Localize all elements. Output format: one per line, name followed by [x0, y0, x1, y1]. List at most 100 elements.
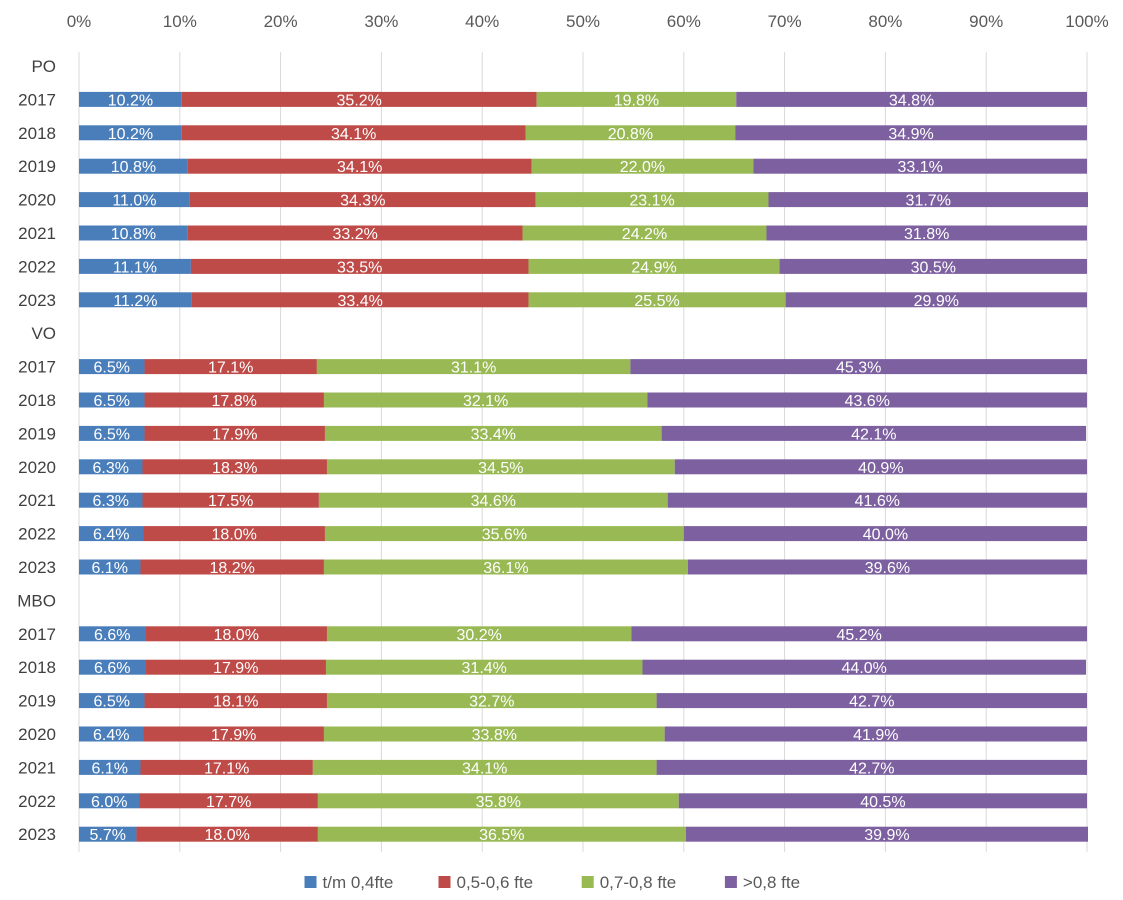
bar-segment [531, 158, 754, 174]
bar-segment [181, 91, 537, 107]
data-label: 25.5% [634, 293, 679, 310]
data-label: 40.9% [858, 460, 903, 477]
category-label: 2021 [18, 224, 56, 243]
bar-segment [79, 693, 145, 709]
bar-segment [785, 292, 1087, 308]
data-label: 18.0% [212, 527, 257, 544]
data-label: 6.1% [92, 760, 128, 777]
data-label: 34.1% [331, 126, 376, 143]
bar-segment [324, 526, 684, 542]
data-label: 6.3% [93, 493, 129, 510]
bar-segment [79, 492, 143, 508]
bar-segment [323, 726, 665, 742]
bar-segment [528, 292, 786, 308]
category-label: 2020 [18, 191, 56, 210]
x-tick-label: 0% [67, 12, 92, 31]
data-label: 31.4% [462, 660, 507, 677]
data-label: 19.8% [614, 92, 659, 109]
data-label: 24.2% [622, 226, 667, 243]
bar-segment [142, 459, 327, 475]
data-label: 34.8% [889, 92, 934, 109]
category-label: 2020 [18, 458, 56, 477]
data-label: 39.6% [865, 560, 910, 577]
data-label: 6.5% [94, 393, 130, 410]
bar-segment [79, 659, 146, 675]
bar-segment [656, 693, 1087, 709]
bar-segment [685, 826, 1089, 842]
data-label: 41.6% [855, 493, 900, 510]
data-label: 18.2% [210, 560, 255, 577]
legend-swatch [438, 876, 451, 888]
data-label: 20.8% [608, 126, 653, 143]
bar-segment [144, 425, 325, 441]
bar-segment [323, 559, 688, 575]
data-label: 45.3% [836, 360, 881, 377]
bar-segment [145, 626, 327, 642]
data-label: 36.5% [479, 827, 524, 844]
bar-segment [324, 425, 662, 441]
bar-segment [79, 526, 144, 542]
bar-segment [326, 459, 675, 475]
category-label: 2023 [18, 558, 56, 577]
bar-segment [317, 793, 679, 809]
category-label: 2019 [18, 157, 56, 176]
x-tick-label: 100% [1065, 12, 1108, 31]
data-label: 18.0% [204, 827, 249, 844]
category-label: 2022 [18, 257, 56, 276]
data-label: 6.5% [94, 426, 130, 443]
data-label: 34.5% [478, 460, 523, 477]
data-label: 33.1% [897, 159, 942, 176]
data-label: 18.0% [214, 627, 259, 644]
bar-segment [79, 192, 190, 208]
data-label: 34.1% [462, 760, 507, 777]
category-label: 2022 [18, 792, 56, 811]
bar-segment [522, 225, 767, 241]
data-label: 18.3% [212, 460, 257, 477]
bar-segment [140, 559, 324, 575]
data-label: 45.2% [837, 627, 882, 644]
bar-segment [323, 392, 648, 408]
data-label: 17.1% [208, 360, 253, 377]
data-label: 40.5% [860, 794, 905, 811]
bar-segment [656, 759, 1087, 775]
bar-segment [79, 258, 191, 274]
category-label: 2021 [18, 758, 56, 777]
category-label: 2023 [18, 291, 56, 310]
bar-segment [768, 192, 1089, 208]
data-label: 17.9% [213, 660, 258, 677]
legend-label: >0,8 fte [743, 873, 800, 892]
category-label: 2021 [18, 491, 56, 510]
category-labels: PO 2017 2018 2019 2020 2021 2022 2023 VO 2017 2018… [17, 57, 56, 844]
legend-label: 0,7-0,8 fte [600, 873, 677, 892]
legend-label: t/m 0,4fte [323, 873, 394, 892]
x-tick-label: 50% [566, 12, 600, 31]
data-label: 22.0% [620, 159, 665, 176]
bar-segment [79, 292, 192, 308]
bar-segment [187, 158, 532, 174]
data-label: 40.0% [863, 527, 908, 544]
data-label: 17.5% [208, 493, 253, 510]
data-label: 36.1% [483, 560, 528, 577]
data-label: 42.7% [849, 760, 894, 777]
bar-segment [189, 192, 536, 208]
data-label: 35.6% [482, 527, 527, 544]
data-label: 6.5% [94, 360, 130, 377]
bar-segment [181, 125, 526, 141]
bar-segment [140, 759, 313, 775]
data-label: 33.8% [472, 727, 517, 744]
category-label: PO [31, 57, 56, 76]
data-label: 32.1% [463, 393, 508, 410]
x-tick-label: 30% [364, 12, 398, 31]
data-label: 30.2% [456, 627, 501, 644]
data-label: 43.6% [845, 393, 890, 410]
category-label: VO [31, 324, 56, 343]
bar-segment [79, 626, 146, 642]
category-label: 2019 [18, 424, 56, 443]
category-label: 2023 [18, 825, 56, 844]
bar-segment [144, 359, 317, 375]
data-label: 11.1% [113, 259, 157, 276]
bar-segment [647, 392, 1087, 408]
data-label: 42.1% [851, 426, 896, 443]
bar-segment [687, 559, 1087, 575]
bar-segment [79, 459, 143, 475]
